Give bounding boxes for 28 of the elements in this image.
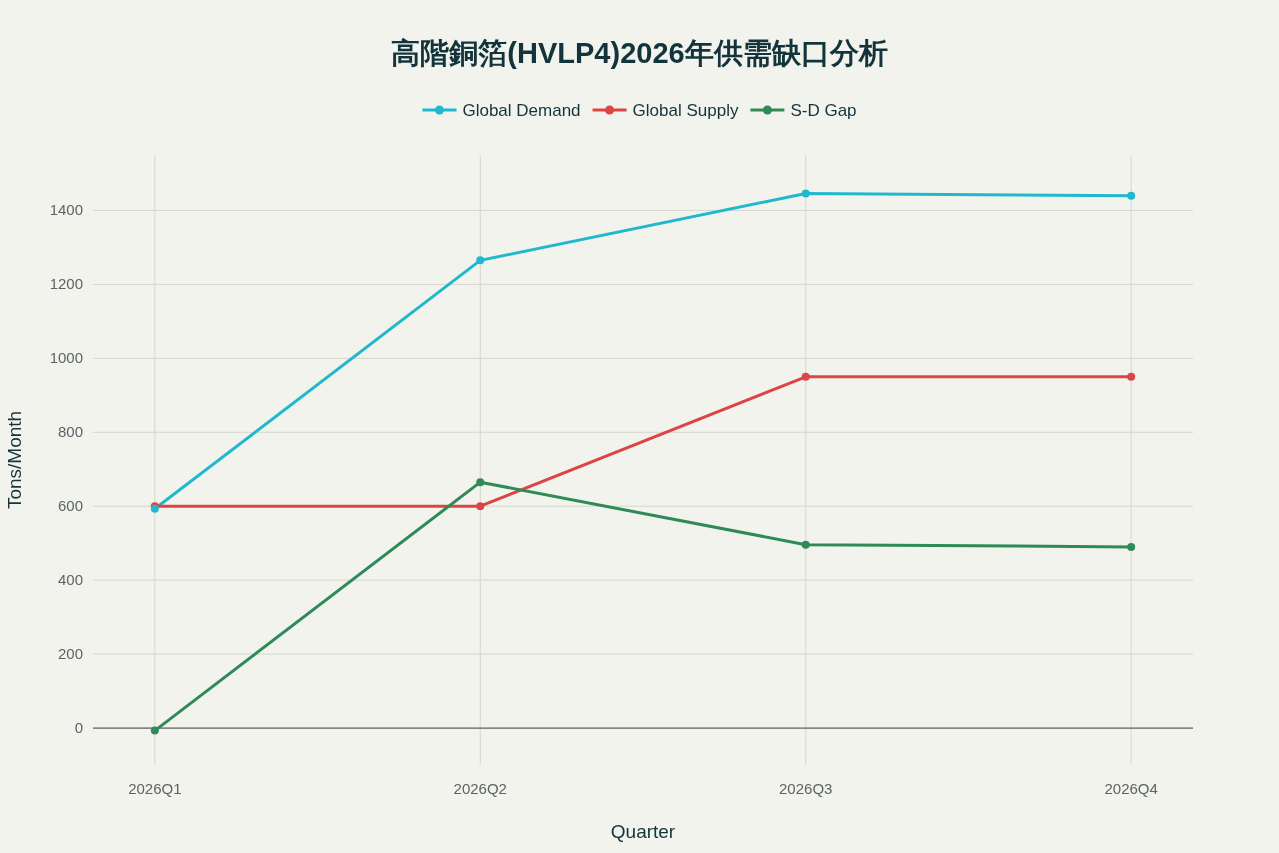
y-tick-label: 400	[57, 571, 83, 589]
y-tick-label: 1000	[49, 349, 83, 367]
legend-label: S-D Gap	[790, 101, 857, 120]
point	[801, 540, 810, 549]
x-tick-label: 2026Q3	[779, 780, 833, 797]
point	[1127, 372, 1136, 381]
x-tick-label: 2026Q4	[1104, 780, 1158, 797]
point	[476, 256, 485, 265]
y-tick-label: 1200	[49, 275, 83, 293]
x-tick-label: 2026Q1	[128, 780, 182, 797]
legend-label: Global Supply	[632, 101, 739, 120]
point	[476, 478, 485, 487]
point	[1127, 191, 1136, 200]
y-axis-title: Tons/Month	[4, 410, 25, 510]
y-tick-label: 800	[57, 423, 83, 441]
point	[801, 372, 810, 381]
point	[150, 726, 159, 735]
y-tick-label: 200	[57, 645, 83, 663]
x-tick-label: 2026Q2	[453, 780, 507, 797]
legend-label: Global Demand	[462, 101, 581, 120]
y-tick-label: 0	[74, 719, 83, 737]
y-tick-label: 600	[57, 497, 83, 515]
x-axis-title: Quarter	[610, 821, 676, 842]
chart-title: 高階銅箔(HVLP4)2026年供需缺口分析	[391, 37, 888, 69]
point	[801, 189, 810, 198]
point	[1127, 542, 1136, 551]
y-tick-label: 1400	[49, 201, 83, 219]
point	[476, 502, 485, 511]
